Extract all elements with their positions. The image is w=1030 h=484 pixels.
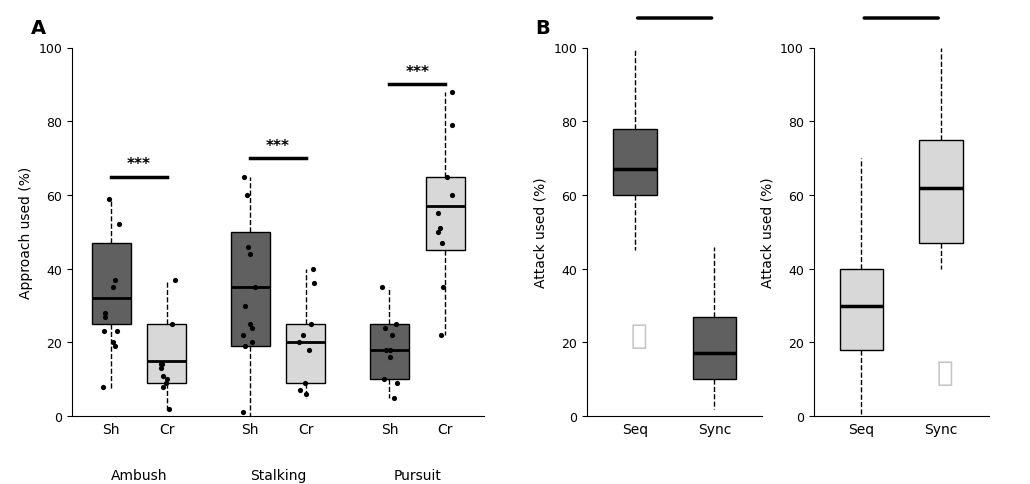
PathPatch shape <box>147 324 186 383</box>
Point <box>161 405 177 413</box>
Point <box>164 320 180 328</box>
Text: ***: *** <box>405 65 430 80</box>
PathPatch shape <box>92 243 131 324</box>
Y-axis label: Attack used (%): Attack used (%) <box>534 177 548 287</box>
Point <box>110 221 127 229</box>
Point <box>374 284 390 291</box>
Point <box>303 320 319 328</box>
Point <box>158 379 174 387</box>
Point <box>235 408 251 416</box>
Point <box>297 379 313 387</box>
Text: ***: *** <box>266 138 290 153</box>
Text: 🦐: 🦐 <box>630 321 647 349</box>
Point <box>389 379 406 387</box>
Point <box>306 280 322 287</box>
Point <box>247 284 264 291</box>
Point <box>240 243 256 251</box>
Point <box>153 361 170 369</box>
Point <box>434 240 450 247</box>
Point <box>444 122 460 130</box>
Point <box>432 225 448 232</box>
Point <box>244 339 261 347</box>
Point <box>242 320 259 328</box>
Point <box>159 376 175 383</box>
Point <box>433 332 449 339</box>
PathPatch shape <box>839 269 884 350</box>
Point <box>101 196 117 203</box>
Point <box>444 192 460 199</box>
Point <box>291 339 308 347</box>
Point <box>153 364 170 372</box>
Point <box>96 328 112 335</box>
Point <box>237 302 253 310</box>
Point <box>104 339 121 347</box>
Point <box>376 376 392 383</box>
Point <box>291 387 308 394</box>
PathPatch shape <box>370 324 409 379</box>
Point <box>439 173 455 181</box>
Text: ***: *** <box>889 0 914 8</box>
Point <box>430 210 446 218</box>
Point <box>444 89 460 96</box>
Point <box>381 346 398 354</box>
Point <box>239 192 255 199</box>
Y-axis label: Attack used (%): Attack used (%) <box>760 177 775 287</box>
Point <box>167 276 183 284</box>
Point <box>104 284 121 291</box>
Point <box>377 324 393 332</box>
Point <box>95 383 111 391</box>
Point <box>156 372 172 379</box>
Point <box>295 332 311 339</box>
Point <box>97 313 113 321</box>
Y-axis label: Approach used (%): Approach used (%) <box>19 166 33 298</box>
Point <box>109 328 126 335</box>
Point <box>298 390 314 398</box>
Text: B: B <box>536 19 550 38</box>
PathPatch shape <box>613 129 657 196</box>
Text: ***: *** <box>127 157 151 172</box>
Point <box>378 346 394 354</box>
Text: Pursuit: Pursuit <box>393 468 441 482</box>
Point <box>430 228 446 236</box>
Point <box>241 251 258 258</box>
Text: A: A <box>31 19 46 38</box>
Point <box>236 173 252 181</box>
Point <box>237 343 253 350</box>
PathPatch shape <box>919 140 963 243</box>
Point <box>156 383 172 391</box>
PathPatch shape <box>425 177 465 251</box>
Point <box>435 284 451 291</box>
Point <box>388 320 405 328</box>
Point <box>235 332 251 339</box>
Point <box>305 265 321 273</box>
Text: 🦀: 🦀 <box>936 358 954 386</box>
Point <box>97 309 113 317</box>
Point <box>153 361 170 369</box>
Text: Ambush: Ambush <box>110 468 167 482</box>
Text: Stalking: Stalking <box>250 468 306 482</box>
Point <box>384 332 401 339</box>
PathPatch shape <box>231 232 270 347</box>
Point <box>382 353 399 361</box>
Point <box>106 343 123 350</box>
PathPatch shape <box>692 317 736 379</box>
Point <box>243 324 260 332</box>
Text: ***: *** <box>662 0 687 8</box>
PathPatch shape <box>286 324 325 383</box>
Point <box>386 394 403 402</box>
Point <box>107 276 124 284</box>
Point <box>301 346 317 354</box>
